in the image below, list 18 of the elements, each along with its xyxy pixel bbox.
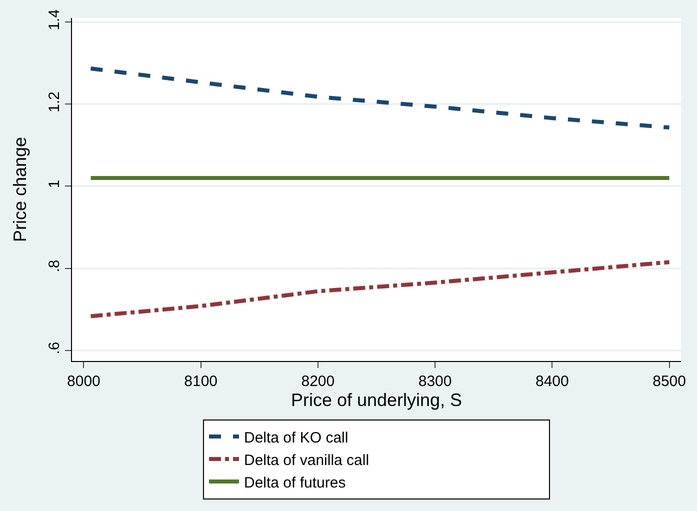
y-tick-label: 1 (46, 180, 63, 188)
y-axis-title: Price change (10, 136, 30, 242)
legend-label: Delta of vanilla call (244, 452, 370, 469)
x-tick-label: 8400 (535, 373, 569, 390)
x-tick-label: 8300 (418, 373, 452, 390)
x-tick-label: 8500 (652, 373, 686, 390)
legend-label: Delta of futures (244, 474, 346, 492)
y-tick-label: 1.2 (46, 91, 63, 112)
line-series (88, 260, 672, 318)
y-tick-label: 1.4 (46, 9, 63, 30)
x-tick-label: 8100 (184, 373, 218, 390)
y-tick-label: .6 (46, 342, 63, 354)
x-tick-label: 8200 (301, 373, 335, 390)
legend-label: Delta of KO call (244, 429, 348, 446)
x-tick-label: 8000 (67, 373, 100, 390)
line-series (88, 66, 672, 130)
y-tick-label: .8 (46, 260, 63, 272)
x-axis-title: Price of underlying, S (290, 390, 462, 410)
